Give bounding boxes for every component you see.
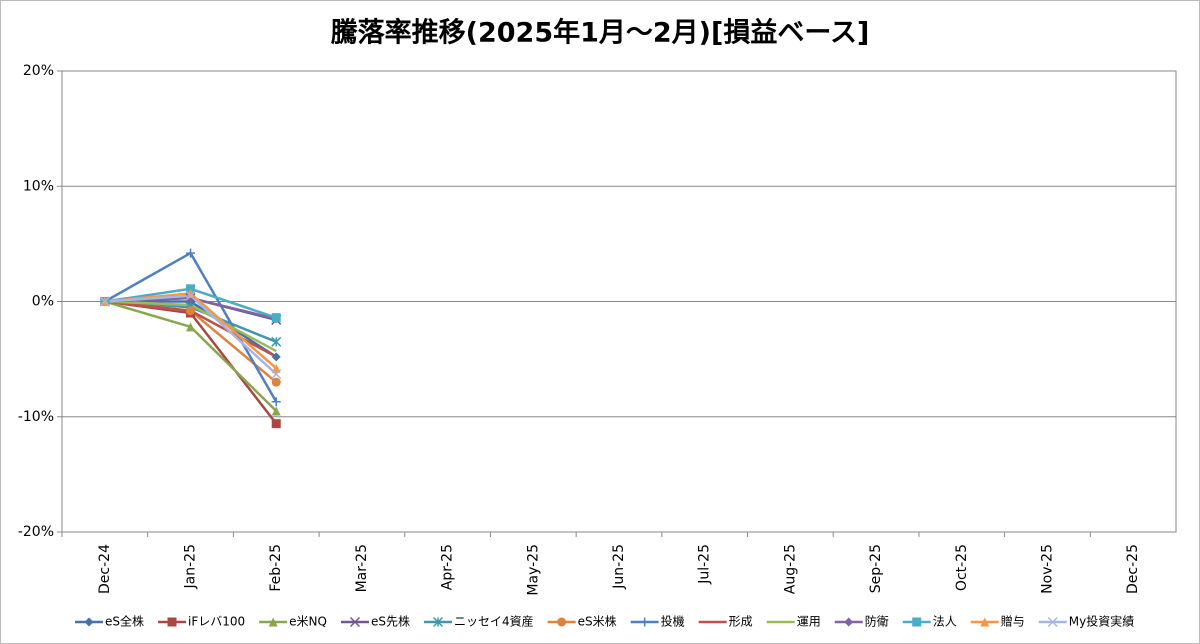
x-tick-label: Apr-25 [440, 544, 456, 590]
marker [432, 616, 444, 628]
marker [980, 617, 990, 627]
marker [186, 248, 196, 258]
marker [271, 406, 281, 416]
x-tick-label: Jun-25 [611, 544, 627, 590]
legend-label: iFレバ100 [188, 615, 245, 629]
marker [271, 369, 282, 380]
y-tick-label: 0% [32, 294, 54, 310]
legend-label: eS全株 [105, 614, 144, 629]
marker [186, 322, 196, 332]
legend-label: 投機 [661, 614, 685, 629]
marker [271, 313, 281, 323]
marker [271, 397, 281, 407]
marker [557, 617, 567, 627]
legend-label: 形成 [729, 615, 753, 629]
marker [186, 284, 196, 294]
x-tick-label: Dec-24 [97, 544, 113, 594]
marker [271, 377, 281, 387]
marker [640, 617, 650, 627]
legend-label: eS先株 [371, 614, 410, 629]
x-tick-label: Jan-25 [183, 544, 199, 589]
x-tick-label: Sep-25 [868, 544, 884, 593]
marker [167, 617, 177, 627]
y-tick-label: 20% [23, 63, 54, 79]
marker [186, 288, 196, 298]
legend: eS全株 iFレバ100 e米NQ eS先株 ニッセイ4資産 eS米株 投機 形成 運用 防衛 法人… [75, 614, 1134, 629]
x-tick-label: Aug-25 [782, 544, 798, 594]
legend-label: 贈与 [1001, 614, 1025, 629]
legend-label: e米NQ [289, 615, 327, 629]
marker [271, 336, 282, 347]
marker [268, 617, 278, 627]
y-tick-label: -20% [18, 524, 54, 540]
marker [1047, 616, 1058, 628]
marker [84, 617, 94, 627]
x-tick-label: Feb-25 [268, 544, 284, 592]
legend-label: 防衛 [865, 614, 889, 629]
x-tick-label: Dec-25 [1125, 544, 1141, 594]
legend-label: 運用 [797, 615, 821, 629]
x-tick-label: Jul-25 [697, 544, 713, 585]
marker [912, 617, 922, 627]
marker [271, 352, 281, 362]
legend-label: My投資実績 [1069, 614, 1134, 629]
marker [99, 296, 110, 307]
marker [271, 419, 281, 429]
x-tick-label: May-25 [525, 544, 541, 596]
marker [271, 363, 281, 373]
marker [186, 306, 196, 316]
legend-label: ニッセイ4資産 [454, 614, 534, 629]
marker [185, 290, 196, 301]
marker [844, 617, 854, 627]
legend-label: eS米株 [578, 614, 617, 629]
x-tick-label: Mar-25 [354, 544, 370, 592]
x-tick-label: Oct-25 [954, 544, 970, 591]
chart-title: 騰落率推移(2025年1月～2月)[損益ベース] [331, 17, 870, 49]
x-tick-label: Nov-25 [1039, 544, 1055, 594]
y-tick-label: 10% [23, 178, 54, 194]
marker [349, 616, 361, 628]
legend-label: 法人 [933, 615, 957, 629]
y-tick-label: -10% [18, 409, 54, 425]
